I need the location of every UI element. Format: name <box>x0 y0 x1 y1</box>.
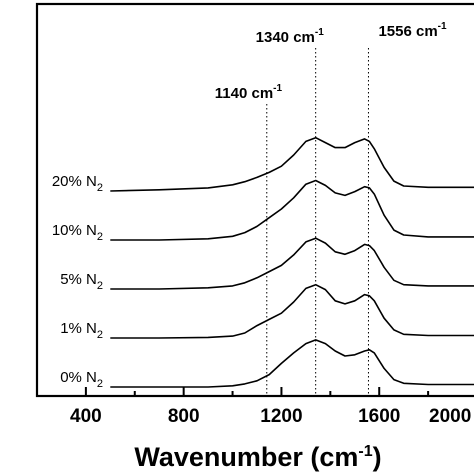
reference-label-1340: 1340 cm-1 <box>256 27 325 46</box>
tick-label-800: 800 <box>168 406 200 427</box>
series-label-3: 10% N2 <box>52 222 103 243</box>
x-tick-labels: 400 800 1200 1600 2000 <box>70 406 471 427</box>
series-label-1: 1% N2 <box>60 320 103 341</box>
tick-label-2000: 2000 <box>429 406 471 427</box>
series-curve-1 <box>110 283 474 339</box>
reference-label-1556: 1556 cm-1 <box>378 21 447 40</box>
series-curve-3 <box>110 179 474 241</box>
series-label-4: 20% N2 <box>52 173 103 194</box>
series-curve-4 <box>110 136 474 192</box>
spectra-curves <box>110 136 474 388</box>
x-axis-title-close: ) <box>373 442 382 472</box>
tick-label-1600: 1600 <box>358 406 400 427</box>
x-axis-title-sup: -1 <box>358 443 372 460</box>
tick-label-400: 400 <box>70 406 102 427</box>
x-axis-title-main: Wavenumber (cm <box>134 442 358 472</box>
series-label-0: 0% N2 <box>60 369 103 390</box>
plot-frame <box>35 2 474 398</box>
x-axis-title: Wavenumber (cm-1) <box>134 442 381 472</box>
series-curve-0 <box>110 339 474 388</box>
series-label-2: 5% N2 <box>60 271 103 292</box>
reference-lines <box>266 48 369 394</box>
x-ticks <box>36 387 430 396</box>
series-curve-2 <box>110 237 474 290</box>
series-labels: 0% N2 1% N2 5% N2 10% N2 20% N2 <box>52 173 103 390</box>
reference-label-1140: 1140 cm-1 <box>215 83 283 102</box>
reference-labels: 1140 cm-1 1340 cm-1 1556 cm-1 <box>215 21 447 102</box>
tick-label-1200: 1200 <box>260 406 302 427</box>
